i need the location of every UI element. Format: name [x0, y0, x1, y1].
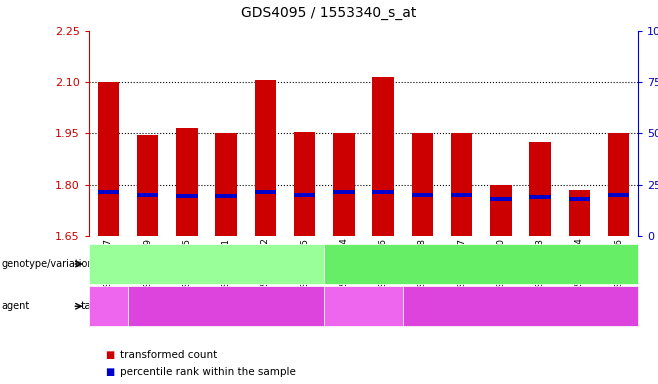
Text: tamoxifen: tamoxifen: [336, 301, 392, 311]
Bar: [255, 80, 276, 236]
Bar: [608, 193, 630, 197]
Text: genotype/variation: genotype/variation: [1, 259, 94, 269]
Bar: [97, 190, 119, 194]
Bar: [137, 193, 159, 197]
Text: transformed count: transformed count: [120, 350, 217, 360]
Bar: [255, 190, 276, 194]
Bar: [294, 132, 315, 236]
Bar: [215, 133, 237, 236]
Text: untreated: untreated: [493, 301, 548, 311]
Bar: [451, 133, 472, 236]
Bar: [176, 128, 198, 236]
Bar: [333, 133, 355, 236]
Bar: [294, 193, 315, 197]
Text: SRC1 knockdown: SRC1 knockdown: [159, 259, 255, 269]
Bar: [372, 77, 394, 236]
Bar: [490, 197, 512, 201]
Bar: [529, 142, 551, 236]
Bar: [372, 190, 394, 194]
Bar: [451, 193, 472, 197]
Text: agent: agent: [1, 301, 30, 311]
Bar: [490, 185, 512, 236]
Bar: [569, 197, 590, 201]
Bar: [569, 190, 590, 236]
Text: percentile rank within the sample: percentile rank within the sample: [120, 367, 295, 377]
Bar: [137, 135, 159, 236]
Bar: [412, 193, 433, 197]
Text: tamoxifen: tamoxifen: [80, 301, 137, 311]
Bar: [176, 194, 198, 198]
Text: GDS4095 / 1553340_s_at: GDS4095 / 1553340_s_at: [241, 6, 417, 20]
Text: ■: ■: [105, 350, 114, 360]
Bar: [608, 133, 630, 236]
Bar: [215, 194, 237, 198]
Text: control: control: [462, 259, 501, 269]
Bar: [529, 195, 551, 199]
Bar: [412, 133, 433, 236]
Text: ■: ■: [105, 367, 114, 377]
Bar: [97, 82, 119, 236]
Text: untreated: untreated: [199, 301, 254, 311]
Bar: [333, 190, 355, 194]
